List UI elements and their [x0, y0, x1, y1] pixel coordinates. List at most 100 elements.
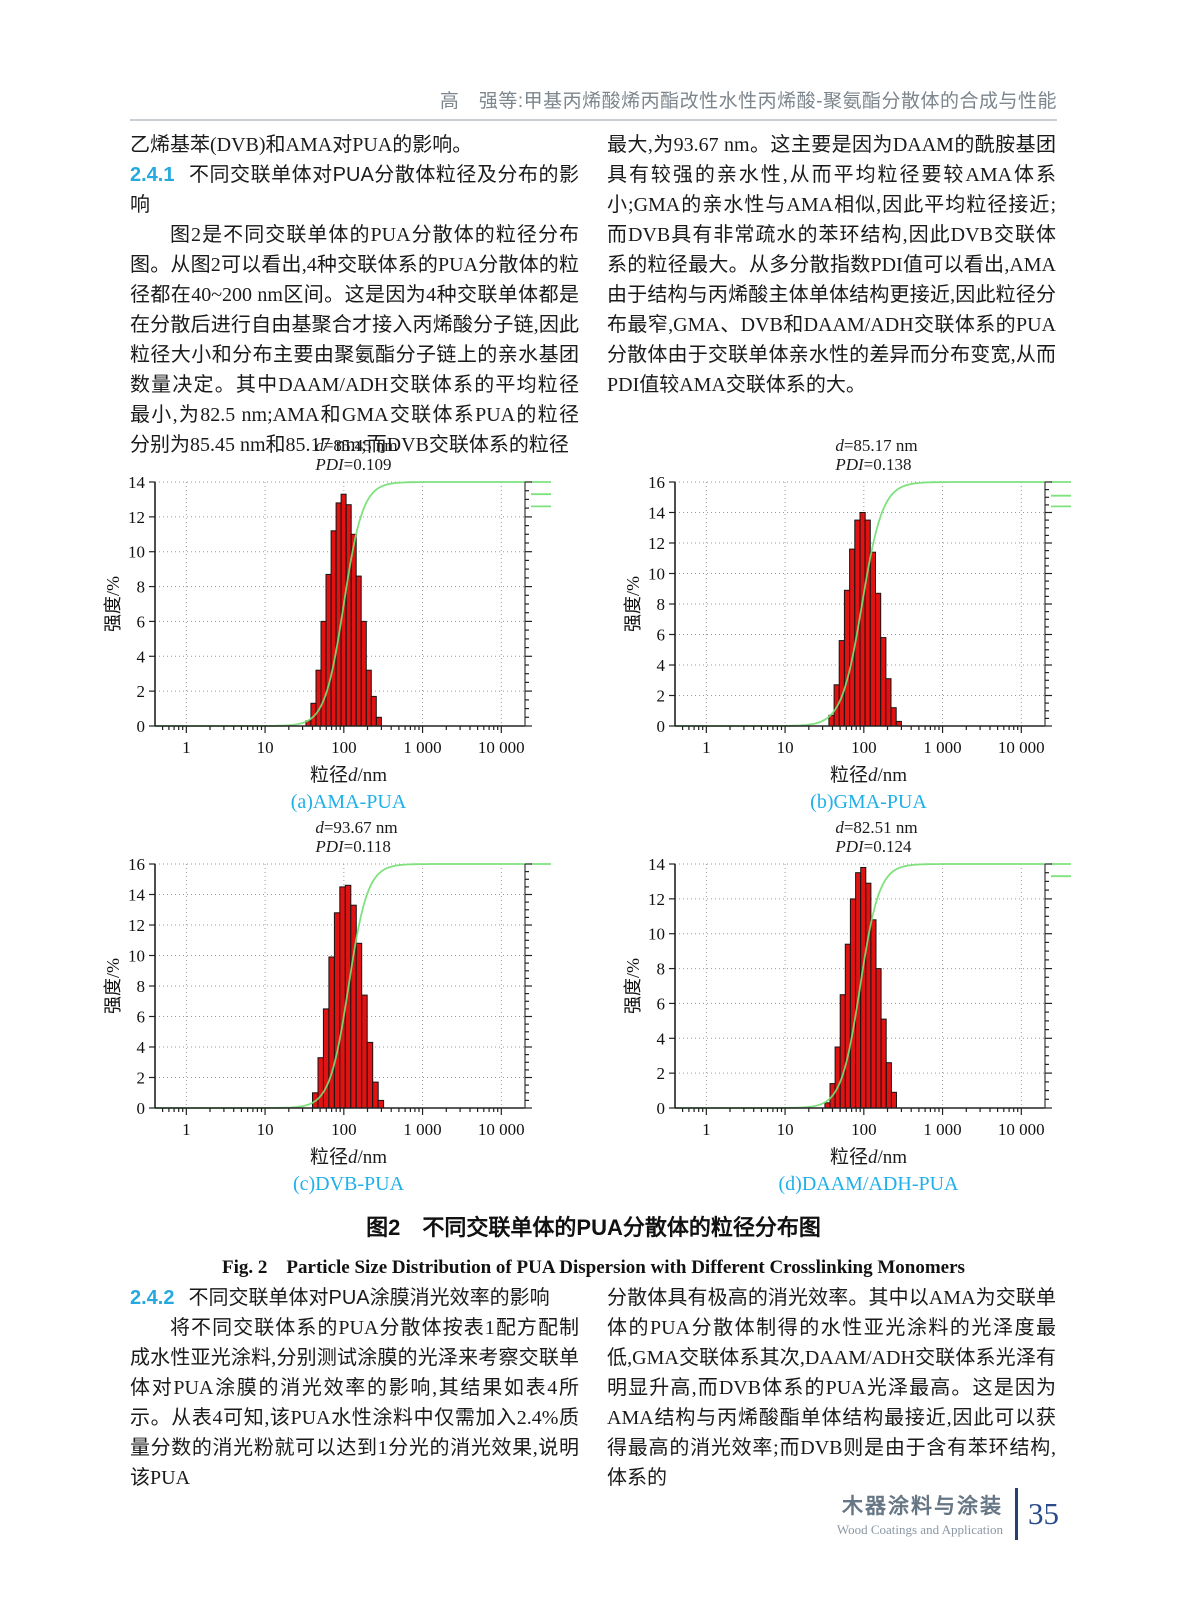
svg-text:8: 8: [656, 960, 665, 979]
svg-text:4: 4: [136, 647, 145, 666]
figure-2: d=85.45 nm PDI=0.109 0 2 4 6 8 10 12 14 1 10 100 1 …: [0, 436, 1187, 1279]
svg-text:6: 6: [136, 1008, 145, 1027]
column-left-top: 乙烯基苯(DVB)和AMA对PUA的影响。 2.4.1 不同交联单体对PUA分散体…: [130, 130, 579, 460]
svg-text:10: 10: [648, 925, 665, 944]
svg-text:1 000: 1 000: [403, 1120, 441, 1139]
d-value: =93.67 nm: [323, 818, 398, 837]
svg-text:0: 0: [656, 1099, 665, 1118]
paragraph: 分散体具有极高的消光效率。其中以AMA为交联单体的PUA分散体制得的水性亚光涂料…: [607, 1287, 1056, 1489]
journal-name-en: Wood Coatings and Application: [836, 1522, 1003, 1537]
d-symbol: d: [315, 818, 324, 837]
section-title: 不同交联单体对PUA分散体粒径及分布的影响: [130, 164, 579, 216]
svg-text:10 000: 10 000: [477, 738, 524, 757]
chart-d-title: d=82.51 nm PDI=0.124: [619, 818, 1089, 856]
svg-text:强度/%: 强度/%: [103, 576, 123, 632]
svg-text:12: 12: [128, 916, 145, 935]
svg-text:10: 10: [128, 543, 145, 562]
svg-text:强度/%: 强度/%: [623, 576, 643, 632]
footer-divider: [1015, 1488, 1018, 1540]
svg-text:1 000: 1 000: [923, 738, 961, 757]
chart-c-title: d=93.67 nm PDI=0.118: [99, 818, 569, 856]
chart-b-cell: d=85.17 nm PDI=0.138 0 2 4 6 8 10 12 14 16 1 10 100…: [619, 436, 1089, 814]
pdi-value: =0.109: [343, 455, 392, 474]
svg-text:8: 8: [136, 578, 145, 597]
section-heading-241: 2.4.1 不同交联单体对PUA分散体粒径及分布的影响: [130, 160, 579, 220]
svg-text:10: 10: [776, 738, 793, 757]
d-symbol: d: [315, 436, 324, 455]
column-left-bottom: 2.4.2 不同交联单体对PUA涂膜消光效率的影响 将不同交联体系的PUA分散体按…: [130, 1283, 579, 1493]
section-heading-242: 2.4.2 不同交联单体对PUA涂膜消光效率的影响: [130, 1283, 579, 1313]
chart-b-title: d=85.17 nm PDI=0.138: [619, 436, 1089, 474]
figure-caption-cn: 图2 不同交联单体的PUA分散体的粒径分布图: [366, 1215, 821, 1240]
svg-text:1 000: 1 000: [923, 1120, 961, 1139]
svg-text:10: 10: [256, 738, 273, 757]
svg-text:100: 100: [331, 738, 357, 757]
pdi-value: =0.138: [863, 455, 912, 474]
chart-a-subcaption: (a)AMA-PUA: [290, 791, 407, 813]
svg-text:2: 2: [136, 1069, 145, 1088]
svg-text:强度/%: 强度/%: [103, 958, 123, 1014]
svg-text:1: 1: [702, 738, 711, 757]
d-value: =82.51 nm: [843, 818, 918, 837]
pdi-symbol: PDI: [835, 455, 864, 474]
svg-text:8: 8: [136, 977, 145, 996]
svg-text:4: 4: [656, 1029, 665, 1048]
chart-a-histogram: 0 2 4 6 8 10 12 14 1 10 100 1 000 10 000 强度/%: [103, 474, 551, 757]
svg-text:6: 6: [136, 612, 145, 631]
svg-text:10: 10: [128, 947, 145, 966]
svg-text:12: 12: [648, 890, 665, 909]
svg-text:0: 0: [656, 717, 665, 736]
section-title: 不同交联单体对PUA涂膜消光效率的影响: [188, 1287, 550, 1309]
pdi-symbol: PDI: [315, 455, 344, 474]
chart-c-cell: d=93.67 nm PDI=0.118 0 2 4 6 8 10 12 14 16 1 10 100…: [99, 818, 569, 1196]
svg-text:4: 4: [656, 656, 665, 675]
chart-c-subcaption: (c)DVB-PUA: [292, 1173, 405, 1195]
svg-text:16: 16: [128, 856, 145, 874]
d-value: =85.45 nm: [323, 436, 398, 455]
paragraph: 乙烯基苯(DVB)和AMA对PUA的影响。: [130, 134, 473, 156]
svg-text:强度/%: 强度/%: [623, 958, 643, 1014]
svg-text:1 000: 1 000: [403, 738, 441, 757]
running-head: 高 强等:甲基丙烯酸烯丙酯改性水性丙烯酸-聚氨酯分散体的合成与性能: [439, 91, 1057, 112]
svg-text:6: 6: [656, 626, 665, 645]
d-value: =85.17 nm: [843, 436, 918, 455]
svg-text:100: 100: [851, 738, 877, 757]
body-text-bottom: 2.4.2 不同交联单体对PUA涂膜消光效率的影响 将不同交联体系的PUA分散体按…: [130, 1283, 1057, 1493]
chart-b-subcaption: (b)GMA-PUA: [810, 791, 927, 813]
svg-text:10 000: 10 000: [477, 1120, 524, 1139]
svg-text:0: 0: [136, 717, 145, 736]
svg-text:12: 12: [128, 508, 145, 527]
svg-text:6: 6: [656, 994, 665, 1013]
svg-text:10: 10: [648, 565, 665, 584]
chart-a-title: d=85.45 nm PDI=0.109: [99, 436, 569, 474]
header-rule: [130, 119, 1057, 121]
svg-text:1: 1: [182, 1120, 191, 1139]
chart-a-cell: d=85.45 nm PDI=0.109 0 2 4 6 8 10 12 14 1 10 100 1 …: [99, 436, 569, 814]
svg-text:10 000: 10 000: [997, 1120, 1044, 1139]
chart-d-histogram: 0 2 4 6 8 10 12 14 1 10 100 1 000 10 000 强度/%: [623, 856, 1071, 1139]
section-number: 2.4.1: [130, 164, 175, 186]
body-text-top: 乙烯基苯(DVB)和AMA对PUA的影响。 2.4.1 不同交联单体对PUA分散体…: [130, 130, 1057, 460]
svg-text:14: 14: [648, 504, 666, 523]
paragraph: 将不同交联体系的PUA分散体按表1配方配制成水性亚光涂料,分别测试涂膜的光泽来考…: [130, 1317, 579, 1489]
chart-b-histogram: 0 2 4 6 8 10 12 14 16 1 10 100 1 000 10 000 强度/%: [623, 474, 1071, 757]
column-right-top: 最大,为93.67 nm。这主要是因为DAAM的酰胺基团具有较强的亲水性,从而平…: [607, 130, 1056, 460]
journal-name-block: 木器涂料与涂装 Wood Coatings and Application: [837, 1490, 1003, 1538]
svg-text:14: 14: [128, 886, 146, 905]
pdi-symbol: PDI: [315, 837, 344, 856]
svg-text:10 000: 10 000: [997, 738, 1044, 757]
d-symbol: d: [835, 436, 844, 455]
d-symbol: d: [835, 818, 844, 837]
section-number: 2.4.2: [130, 1287, 175, 1309]
page-footer: 木器涂料与涂装 Wood Coatings and Application 35: [837, 1488, 1059, 1540]
svg-text:2: 2: [656, 687, 665, 706]
svg-text:1: 1: [702, 1120, 711, 1139]
chart-d-cell: d=82.51 nm PDI=0.124 0 2 4 6 8 10 12 14 1 10 100 1 …: [619, 818, 1089, 1196]
svg-text:100: 100: [851, 1120, 877, 1139]
pdi-value: =0.124: [863, 837, 912, 856]
journal-name-cn: 木器涂料与涂装: [842, 1495, 1003, 1518]
chart-d-xlabel: 粒径d/nm: [829, 1147, 908, 1168]
svg-text:10: 10: [256, 1120, 273, 1139]
figure-caption-en: Fig. 2 Particle Size Distribution of PUA…: [222, 1257, 965, 1278]
